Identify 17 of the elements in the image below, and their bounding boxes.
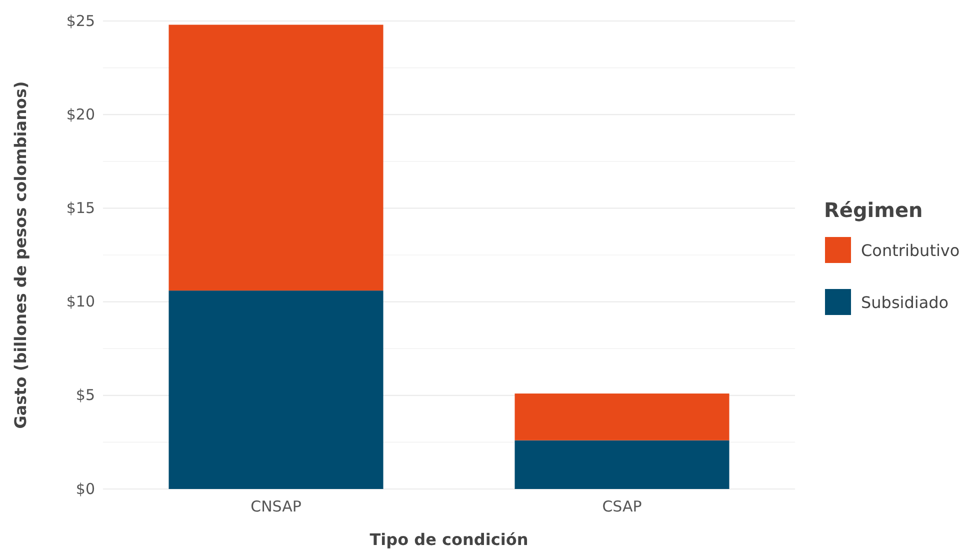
- bar: [168, 290, 384, 489]
- legend-label: Subsidiado: [861, 293, 949, 312]
- y-tick-label: $20: [66, 105, 95, 124]
- y-tick-label: $5: [76, 386, 95, 404]
- x-tick-label: CNSAP: [250, 498, 302, 516]
- bar: [514, 440, 730, 489]
- y-tick-label: $15: [66, 199, 95, 217]
- legend-label: Contributivo: [861, 241, 960, 260]
- x-tick-label: CSAP: [602, 498, 642, 516]
- legend-title: Régimen: [824, 198, 923, 222]
- bar: [514, 394, 730, 440]
- y-tick-label: $0: [76, 480, 95, 498]
- bar: [168, 24, 384, 291]
- y-tick-label: $25: [66, 12, 95, 30]
- y-axis-title: Gasto (billones de pesos colombianos): [11, 81, 30, 429]
- x-axis-title: Tipo de condición: [370, 530, 528, 549]
- y-tick-label: $10: [66, 292, 95, 311]
